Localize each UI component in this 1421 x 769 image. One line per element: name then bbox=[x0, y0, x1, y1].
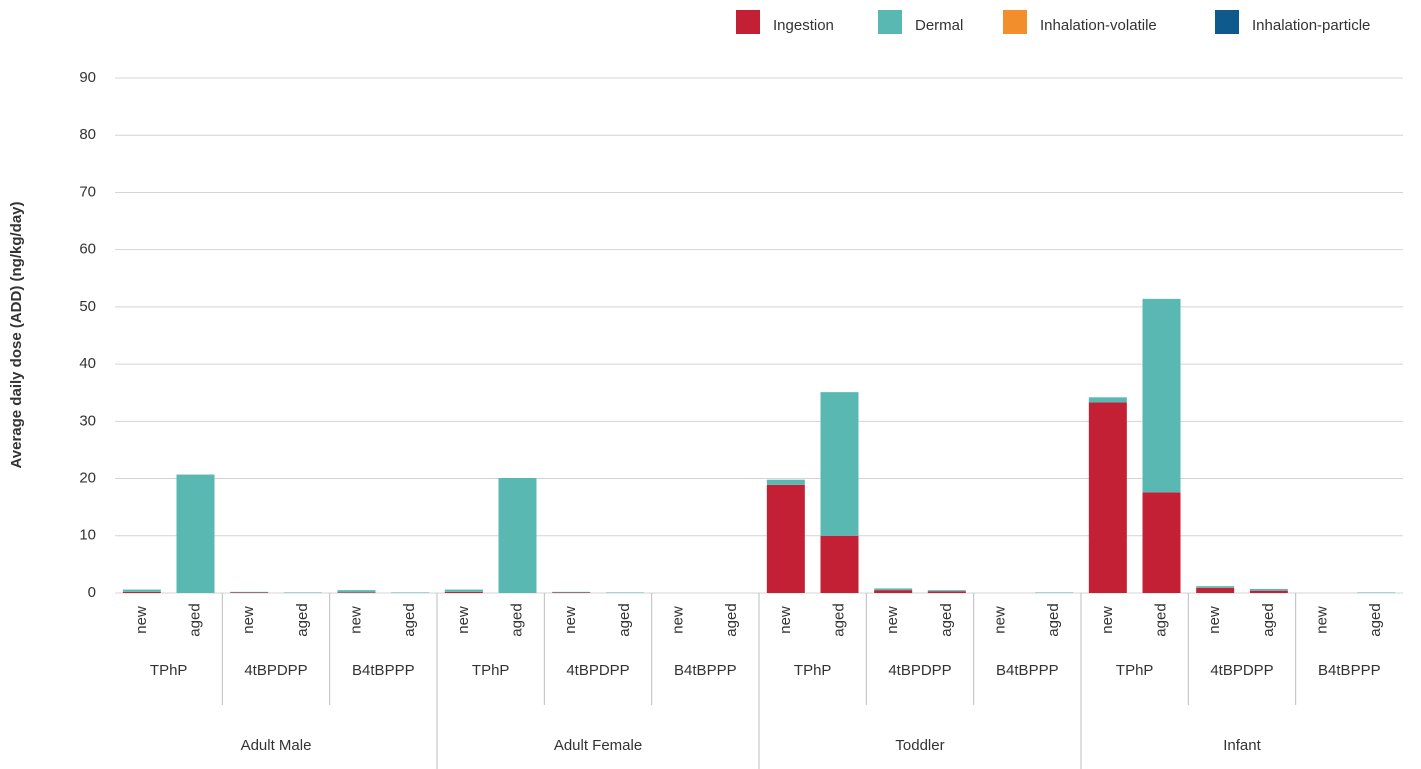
x-tick-label: aged bbox=[938, 603, 955, 636]
x-tick-label: new bbox=[991, 606, 1008, 634]
bar-segment bbox=[552, 592, 591, 593]
bar-segment bbox=[391, 592, 430, 593]
bar-segment bbox=[766, 484, 805, 593]
x-tick-label: aged bbox=[723, 603, 740, 636]
bar-segment bbox=[766, 479, 805, 485]
bar-segment bbox=[337, 590, 376, 593]
x-tick-label: aged bbox=[1045, 603, 1062, 636]
bar-segment bbox=[605, 592, 644, 593]
y-axis-title: Average daily dose (ADD) (ng/kg/day) bbox=[8, 201, 25, 468]
bar-segment bbox=[1142, 298, 1181, 493]
x-tick-label: new bbox=[562, 606, 579, 634]
x-tick-label: new bbox=[884, 606, 901, 634]
x-tick-label: aged bbox=[1367, 603, 1384, 636]
subgroup-label: TPhP bbox=[150, 662, 188, 679]
bar-segment bbox=[1196, 586, 1235, 588]
legend-label: Dermal bbox=[915, 17, 963, 34]
legend-swatch bbox=[878, 10, 902, 34]
bar-segment bbox=[1142, 492, 1181, 593]
legend-label: Inhalation-particle bbox=[1252, 17, 1370, 34]
subgroup-label: B4tBPPP bbox=[674, 662, 737, 679]
y-tick-label: 50 bbox=[79, 298, 96, 315]
x-tick-label: new bbox=[133, 606, 150, 634]
bar-segment bbox=[927, 591, 966, 593]
y-tick-label: 0 bbox=[88, 584, 96, 601]
x-tick-label: new bbox=[240, 606, 257, 634]
x-tick-label: new bbox=[669, 606, 686, 634]
x-tick-label: new bbox=[1099, 606, 1116, 634]
bar-segment bbox=[230, 591, 269, 593]
bar-segment bbox=[122, 589, 161, 592]
legend-swatch bbox=[736, 10, 760, 34]
bar-segment bbox=[337, 592, 376, 593]
x-tick-label: new bbox=[1313, 606, 1330, 634]
y-tick-label: 10 bbox=[79, 527, 96, 544]
y-tick-label: 70 bbox=[79, 183, 96, 200]
subgroup-label: TPhP bbox=[472, 662, 510, 679]
subgroup-label: 4tBPDPP bbox=[1210, 662, 1273, 679]
bar-segment bbox=[874, 588, 913, 591]
bar-segment bbox=[444, 589, 483, 592]
bar-segment bbox=[552, 591, 591, 593]
y-tick-label: 20 bbox=[79, 470, 96, 487]
bar-segment bbox=[874, 590, 913, 593]
subgroup-label: 4tBPDPP bbox=[244, 662, 307, 679]
x-tick-label: new bbox=[347, 606, 364, 634]
subgroup-label: B4tBPPP bbox=[1318, 662, 1381, 679]
x-tick-label: new bbox=[455, 606, 472, 634]
x-tick-label: aged bbox=[1152, 603, 1169, 636]
x-tick-label: new bbox=[1206, 606, 1223, 634]
bar-segment bbox=[1357, 592, 1396, 593]
bar-segment bbox=[1088, 397, 1127, 403]
bar-segment bbox=[498, 477, 537, 593]
legend-label: Inhalation-volatile bbox=[1040, 17, 1157, 34]
y-tick-label: 60 bbox=[79, 241, 96, 258]
x-tick-label: aged bbox=[401, 603, 418, 636]
subgroup-label: 4tBPDPP bbox=[566, 662, 629, 679]
group-label: Infant bbox=[1223, 737, 1261, 754]
y-tick-label: 90 bbox=[79, 69, 96, 86]
bar-segment bbox=[1035, 592, 1074, 593]
y-tick-label: 80 bbox=[79, 126, 96, 143]
x-tick-label: new bbox=[777, 606, 794, 634]
group-label: Adult Female bbox=[554, 737, 642, 754]
legend-label: Ingestion bbox=[773, 17, 834, 34]
legend-swatch bbox=[1215, 10, 1239, 34]
bar-segment bbox=[1249, 588, 1288, 591]
x-tick-label: aged bbox=[294, 603, 311, 636]
bar-segment bbox=[820, 392, 859, 536]
x-tick-label: aged bbox=[1260, 603, 1277, 636]
bar-segment bbox=[1088, 402, 1127, 593]
bar-segment bbox=[122, 591, 161, 593]
bar-segment bbox=[1249, 590, 1288, 593]
bar-segment bbox=[820, 535, 859, 593]
x-tick-label: aged bbox=[830, 603, 847, 636]
x-tick-label: aged bbox=[186, 603, 203, 636]
y-tick-label: 40 bbox=[79, 355, 96, 372]
x-tick-label: aged bbox=[508, 603, 525, 636]
subgroup-label: 4tBPDPP bbox=[888, 662, 951, 679]
x-tick-label: aged bbox=[616, 603, 633, 636]
bar-segment bbox=[176, 474, 215, 593]
subgroup-label: TPhP bbox=[1116, 662, 1154, 679]
group-label: Adult Male bbox=[241, 737, 312, 754]
subgroup-label: B4tBPPP bbox=[996, 662, 1059, 679]
subgroup-label: B4tBPPP bbox=[352, 662, 415, 679]
y-tick-label: 30 bbox=[79, 412, 96, 429]
bar-segment bbox=[444, 591, 483, 593]
subgroup-label: TPhP bbox=[794, 662, 832, 679]
bar-segment bbox=[927, 590, 966, 592]
bar-segment bbox=[1196, 587, 1235, 593]
bar-segment bbox=[283, 592, 322, 593]
legend-swatch bbox=[1003, 10, 1027, 34]
bar-segment bbox=[230, 592, 269, 593]
group-label: Toddler bbox=[895, 737, 944, 754]
